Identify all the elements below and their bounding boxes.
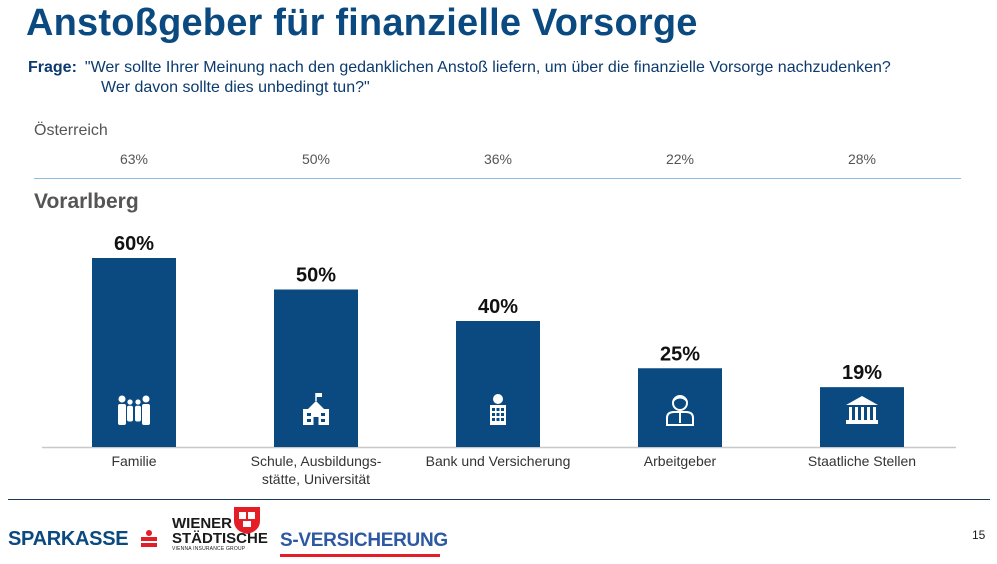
category-label: Arbeitgeber	[644, 453, 717, 469]
austria-value: 50%	[301, 151, 331, 167]
austria-value: 22%	[665, 151, 695, 167]
family-icon	[118, 395, 150, 425]
chart-title: Vorarlberg	[34, 190, 139, 213]
category-label: Familie	[111, 453, 156, 469]
category-label: Staatliche Stellen	[808, 453, 916, 469]
page-title: Anstoßgeber für finanzielle Vorsorge	[26, 2, 698, 44]
footer-divider	[8, 499, 990, 500]
bar	[456, 321, 540, 447]
bank-building-icon	[490, 394, 506, 425]
school-icon	[303, 393, 329, 425]
wiener-staedtische-logo: WIENER STÄDTISCHE VIENNA INSURANCE GROUP	[172, 515, 268, 552]
category-label: stätte, Universität	[262, 471, 370, 487]
question-label: Frage:	[28, 59, 77, 76]
data-label: 19%	[842, 362, 882, 384]
sparkasse-logo: SPARKASSE	[8, 528, 129, 550]
bar-chart: 60% Familie 50% Schule, Ausbildungs-stätte,…	[42, 233, 956, 487]
austria-value: 28%	[847, 151, 877, 167]
wiener-staedtische-shield-icon	[234, 507, 260, 534]
bar	[92, 258, 176, 447]
category-label: Bank und Versicherung	[426, 453, 571, 469]
government-building-icon	[846, 396, 878, 424]
category-label: Schule, Ausbildungs-	[251, 453, 382, 469]
austria-divider	[34, 178, 961, 179]
survey-question: Frage: "Wer sollte Ihrer Meinung nach den…	[28, 58, 891, 96]
austria-label: Österreich	[34, 122, 108, 139]
data-label: 25%	[660, 343, 700, 365]
s-versicherung-logo: S-VERSICHERUNG	[280, 530, 448, 551]
austria-value: 36%	[483, 151, 513, 167]
question-text-line2: Wer davon sollte dies unbedingt tun?"	[101, 79, 370, 96]
page-number: 15	[972, 528, 986, 542]
employee-icon	[666, 395, 694, 426]
sparkasse-s-icon	[141, 530, 157, 547]
data-label: 40%	[478, 296, 518, 318]
data-label: 60%	[114, 233, 154, 255]
s-versicherung-underline	[280, 554, 440, 557]
austria-value: 63%	[119, 151, 149, 167]
question-text-line1: "Wer sollte Ihrer Meinung nach den gedan…	[84, 59, 891, 76]
bar	[638, 368, 722, 447]
data-label: 50%	[296, 265, 336, 287]
